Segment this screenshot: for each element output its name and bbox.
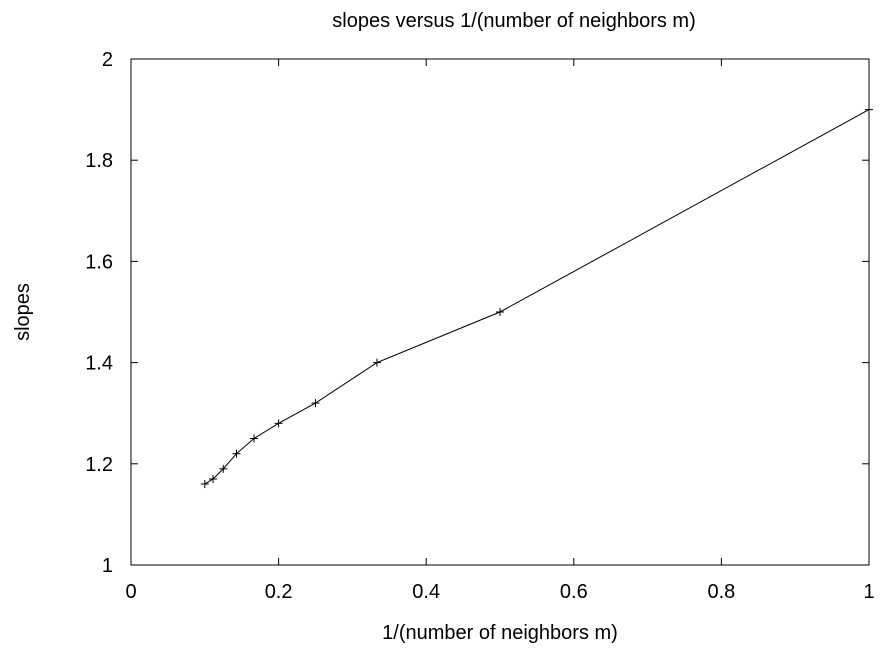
- x-axis-label: 1/(number of neighbors m): [382, 622, 618, 644]
- data-point: [496, 308, 504, 316]
- x-tick-label: 0.6: [560, 581, 588, 603]
- data-series: [200, 105, 873, 489]
- data-point: [274, 419, 283, 428]
- y-axis: 1 1.2 1.4 1.6 1.8 2: [85, 49, 869, 577]
- y-tick-label: 1: [102, 555, 113, 577]
- y-tick-label: 1.8: [85, 150, 113, 172]
- data-point: [250, 434, 259, 443]
- data-point: [372, 358, 381, 367]
- data-point: [208, 474, 217, 483]
- y-tick-label: 1.2: [85, 454, 113, 476]
- y-axis-label: slopes: [12, 283, 34, 341]
- series-line: [204, 109, 870, 485]
- x-tick-label: 0.2: [265, 581, 293, 603]
- data-point: [219, 464, 228, 473]
- data-point: [200, 480, 209, 489]
- x-axis: 0 0.2 0.4 0.6 0.8 1: [125, 59, 875, 603]
- data-point: [311, 399, 320, 408]
- chart-title: slopes versus 1/(number of neighbors m): [332, 10, 696, 32]
- y-tick-label: 2: [102, 49, 113, 71]
- data-point: [865, 105, 873, 114]
- data-point: [232, 449, 241, 458]
- x-tick-label: 0: [125, 581, 136, 603]
- y-tick-label: 1.4: [85, 353, 113, 375]
- x-tick-label: 0.8: [707, 581, 735, 603]
- x-tick-label: 0.4: [412, 581, 440, 603]
- plot-area: [130, 58, 870, 566]
- y-tick-label: 1.6: [85, 251, 113, 273]
- x-tick-label: 1: [863, 581, 874, 603]
